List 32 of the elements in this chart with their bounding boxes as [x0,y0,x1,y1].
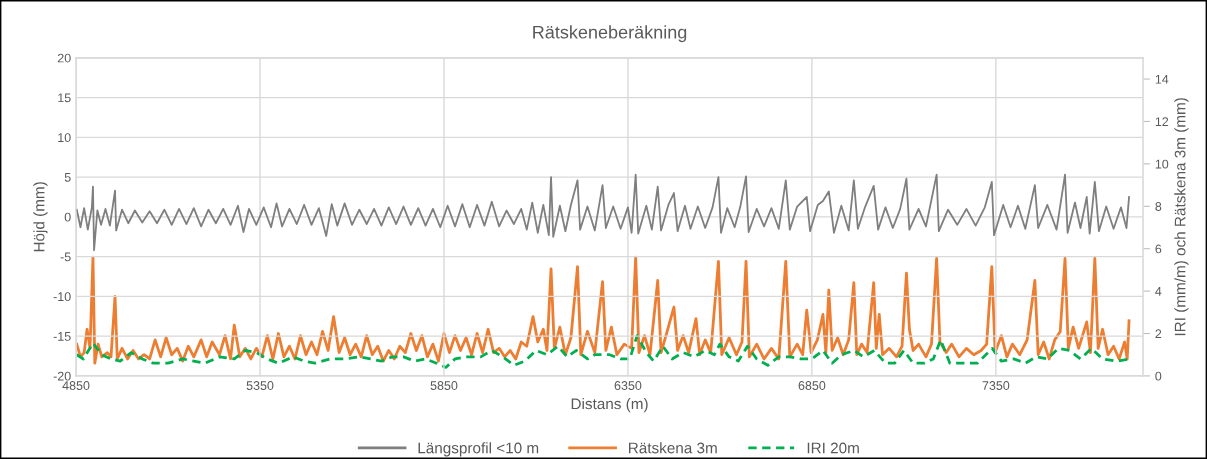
y-tick-label: -15 [53,332,71,341]
y2-tick-label: 4 [1155,287,1162,296]
legend-label: Rätskena 3m [629,442,717,454]
chart-title: Rätskeneberäkning [533,25,687,43]
y2-tick-label: 6 [1155,244,1162,254]
x-tick-label: 5850 [430,381,458,390]
y-tick-label: 10 [58,133,71,143]
y2-tick-label: 0 [1155,371,1162,381]
y2-tick-label: 2 [1155,329,1162,339]
y2-tick-label: 12 [1155,117,1169,126]
x-axis-title: Distans (m) [571,397,648,413]
y-tick-label: 15 [58,93,71,103]
y-tick-label: -10 [53,292,71,302]
line-series [76,255,1131,365]
legend-label: IRI 20m [807,442,859,454]
y-tick-label: 0 [64,212,71,222]
legend-label: Längsprofil <10 m [418,442,539,457]
y-tick-label: 5 [64,173,71,182]
x-tick-label: 6850 [798,381,826,390]
x-tick-label: 7350 [982,381,1010,390]
y2-axis-title: IRI (mm/m) och Rätskena 3m (mm) [1174,98,1189,336]
y2-tick-label: 10 [1155,159,1169,169]
y-axis-title: Höjd (mm) [33,182,48,252]
line-series [76,173,1130,252]
y-tick-label: -20 [53,371,71,381]
x-tick-label: 5350 [246,381,274,390]
y-tick-label: 20 [57,53,71,63]
x-tick-label: 4850 [62,381,90,390]
y2-tick-label: 8 [1155,202,1162,211]
y2-tick-label: 14 [1155,74,1169,84]
y-tick-label: -5 [60,252,71,262]
x-tick-label: 6350 [614,381,642,390]
